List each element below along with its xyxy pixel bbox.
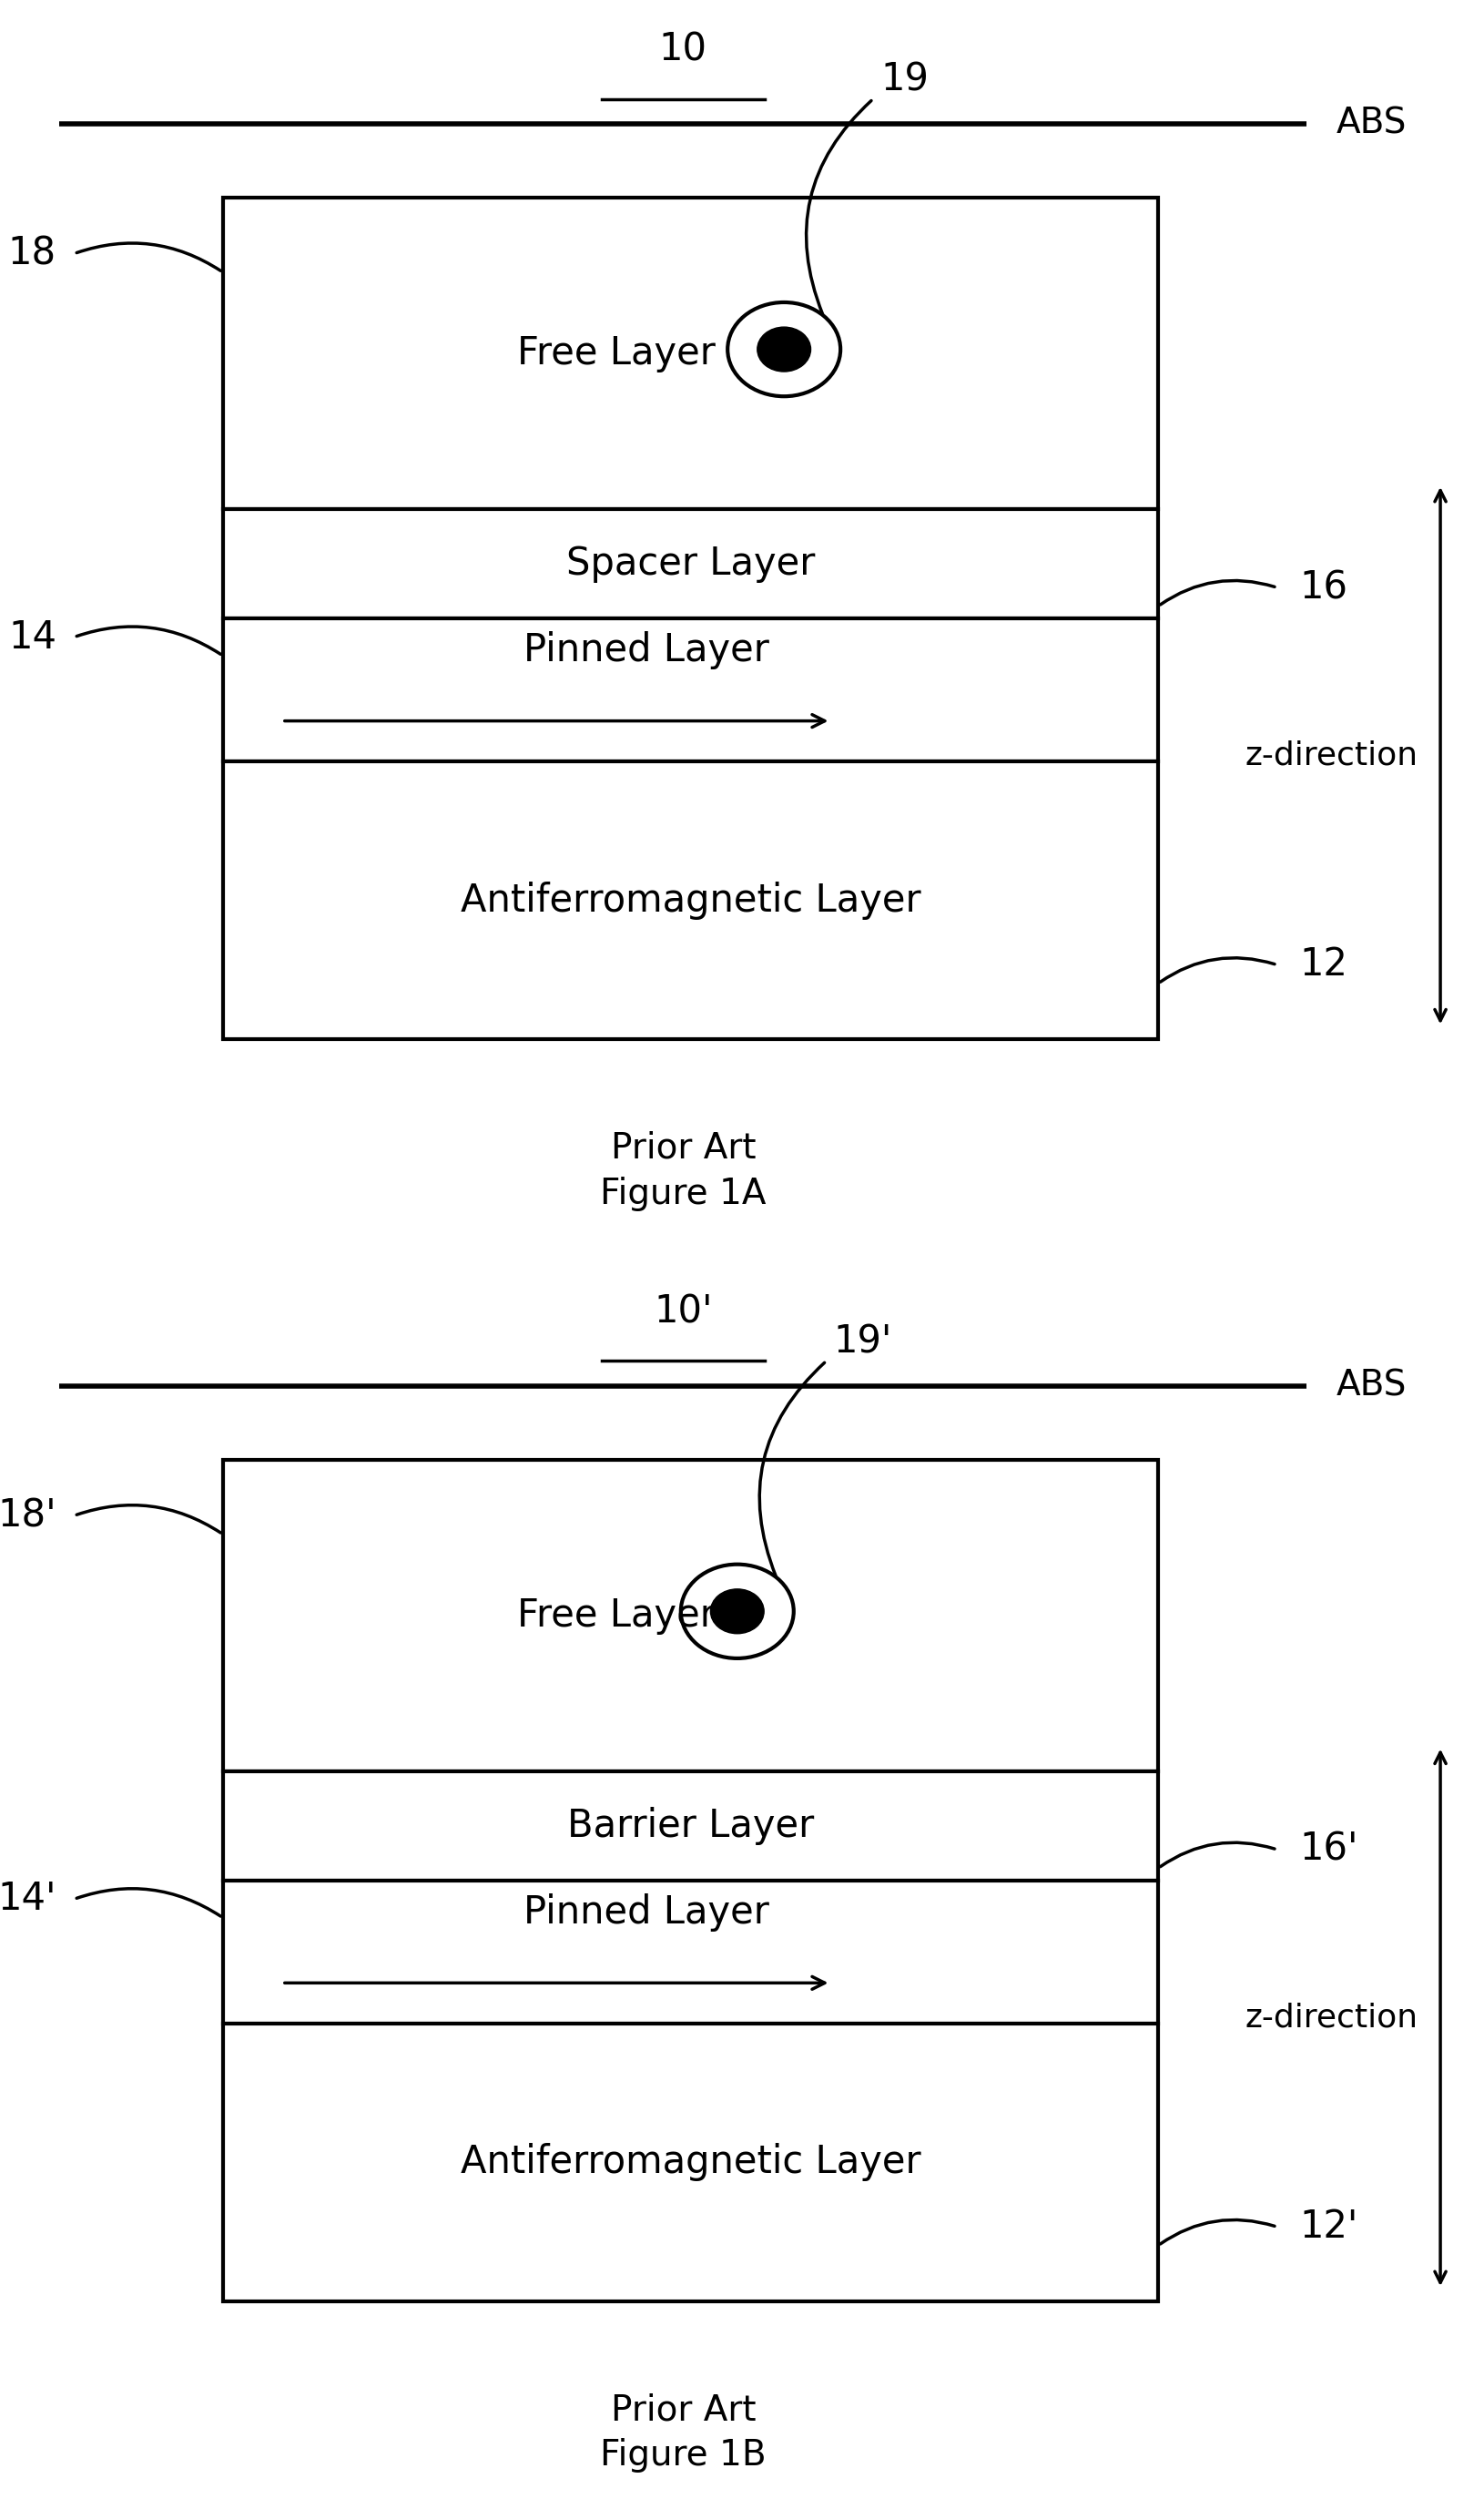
Text: 19: 19 — [880, 60, 928, 100]
Text: Figure 1A: Figure 1A — [600, 1177, 766, 1212]
Text: Antiferromagnetic Layer: Antiferromagnetic Layer — [460, 2144, 920, 2182]
Text: z-direction: z-direction — [1244, 2002, 1417, 2034]
Text: z-direction: z-direction — [1244, 740, 1417, 772]
Text: Prior Art: Prior Art — [610, 2392, 755, 2427]
Text: Prior Art: Prior Art — [610, 1130, 755, 1165]
Text: 12: 12 — [1298, 945, 1346, 985]
Text: ABS: ABS — [1336, 1369, 1405, 1402]
Text: 16': 16' — [1298, 1829, 1358, 1869]
Text: 14': 14' — [0, 1879, 56, 1919]
Text: Free Layer: Free Layer — [516, 1597, 715, 1634]
Bar — [223, 762, 1158, 1040]
Text: Pinned Layer: Pinned Layer — [522, 1894, 769, 1932]
Text: 12': 12' — [1298, 2207, 1356, 2247]
Text: Figure 1B: Figure 1B — [600, 2439, 766, 2474]
Bar — [223, 2024, 1158, 2302]
Circle shape — [757, 327, 810, 372]
Text: Pinned Layer: Pinned Layer — [522, 632, 769, 670]
Text: 18: 18 — [7, 235, 56, 272]
Bar — [223, 620, 1158, 762]
Text: Spacer Layer: Spacer Layer — [565, 545, 815, 582]
Text: 14: 14 — [9, 617, 56, 657]
Circle shape — [711, 1589, 764, 1634]
Text: ABS: ABS — [1336, 107, 1405, 140]
Bar — [223, 197, 1158, 510]
Bar — [223, 1459, 1158, 1772]
Bar — [223, 1879, 1158, 2024]
Bar — [223, 1772, 1158, 1879]
Bar — [223, 510, 1158, 617]
Text: 10': 10' — [653, 1292, 712, 1332]
Text: Barrier Layer: Barrier Layer — [567, 1807, 813, 1844]
Text: 19': 19' — [834, 1322, 892, 1362]
Text: 16: 16 — [1298, 567, 1346, 607]
Text: Free Layer: Free Layer — [516, 335, 715, 372]
Text: 18': 18' — [0, 1497, 56, 1534]
Text: Antiferromagnetic Layer: Antiferromagnetic Layer — [460, 882, 920, 920]
Text: 10: 10 — [659, 30, 706, 70]
